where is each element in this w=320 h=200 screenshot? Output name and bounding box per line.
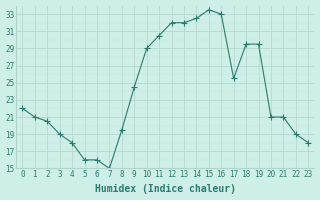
X-axis label: Humidex (Indice chaleur): Humidex (Indice chaleur) xyxy=(95,184,236,194)
